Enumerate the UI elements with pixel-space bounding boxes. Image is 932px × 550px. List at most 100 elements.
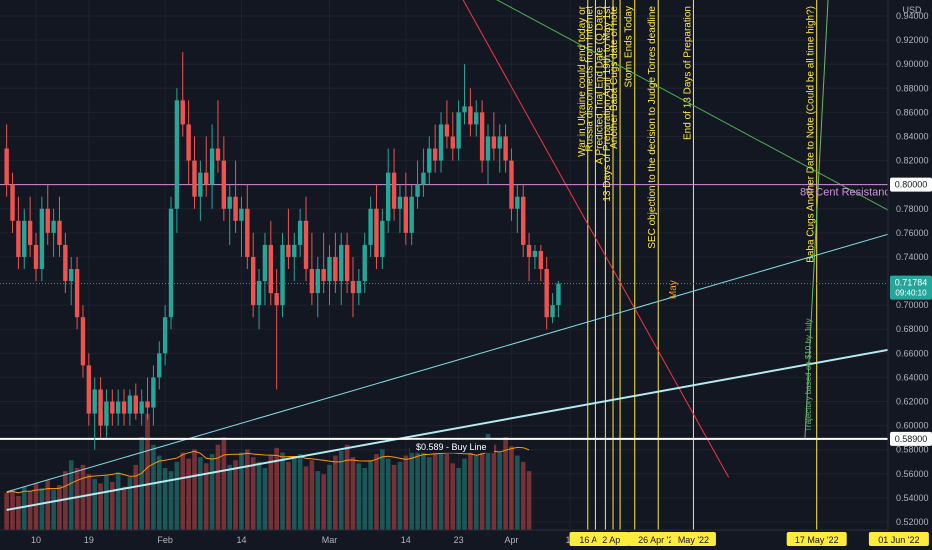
candle-body	[250, 256, 256, 306]
candle	[104, 389, 109, 438]
candle-body	[69, 269, 74, 282]
volume-bar	[321, 474, 326, 530]
volume-bar	[4, 492, 9, 530]
volume-bar	[68, 460, 74, 530]
candle	[468, 88, 473, 137]
candle	[250, 232, 256, 318]
volume-bar	[203, 463, 209, 530]
volume-bar	[397, 461, 403, 530]
candle-body	[380, 220, 385, 257]
candle-body	[303, 220, 309, 269]
volume-bar	[104, 475, 109, 530]
candle-body	[556, 283, 561, 306]
candle	[362, 232, 367, 294]
candle	[168, 196, 174, 330]
time-highlight-text: 2 Ap	[602, 535, 620, 545]
resistance-price-tag: 0.80000	[890, 177, 932, 192]
time-tick-label: Mar	[322, 535, 338, 545]
candle	[186, 100, 191, 185]
candle	[33, 232, 39, 282]
event-lines	[587, 0, 818, 530]
candle-body	[39, 208, 45, 269]
candle-body	[74, 269, 80, 318]
candle-body	[456, 112, 461, 149]
price-tick-label: 0.58000	[896, 445, 929, 455]
candle-body	[497, 136, 502, 149]
candle-body	[151, 377, 156, 408]
time-tick-label: 19	[84, 535, 94, 545]
volume-bar	[256, 461, 262, 530]
candle	[192, 136, 197, 209]
candle	[86, 353, 92, 426]
candle-body	[192, 160, 197, 197]
candle	[151, 365, 156, 426]
candle-body	[474, 112, 479, 125]
volume-bar	[16, 495, 21, 530]
volume-bar	[98, 483, 103, 530]
volume-bar	[409, 447, 414, 530]
candle	[327, 244, 332, 306]
candle	[303, 196, 309, 282]
volume-bar	[303, 466, 309, 530]
candle-body	[350, 281, 356, 294]
candle-body	[92, 389, 97, 414]
volume-bar	[80, 464, 86, 530]
price-tick-label: 0.82000	[896, 156, 929, 166]
candle-body	[45, 208, 50, 233]
volume-bar	[139, 437, 144, 530]
time-tick-label: Feb	[157, 535, 173, 545]
time-highlight-text: 26 Apr '22	[638, 535, 678, 545]
last-price-tag-bg	[890, 275, 932, 300]
volume-bar	[33, 483, 39, 530]
price-tag-text: 0.80000	[895, 180, 928, 190]
candle-body	[503, 136, 508, 161]
price-tick-label: 0.76000	[896, 228, 929, 238]
candle	[386, 148, 391, 233]
candle	[450, 112, 455, 161]
candle	[297, 208, 303, 257]
candle	[233, 160, 238, 233]
candle	[309, 232, 315, 306]
candle-body	[186, 124, 191, 161]
candle	[515, 184, 520, 233]
volume-bar	[438, 444, 444, 530]
candle-body	[180, 100, 185, 125]
candle-body	[479, 112, 485, 161]
volume-bar	[391, 464, 397, 530]
candle	[16, 196, 21, 269]
candle-body	[427, 148, 432, 173]
volume-bar	[491, 444, 497, 530]
volume-bar	[215, 444, 221, 530]
candle	[292, 232, 297, 282]
candle-body	[409, 196, 414, 233]
volume-bar	[268, 455, 274, 530]
price-axis: USD 0.52000 0.54000 0.56000 0.58000 0.60000 0.…	[887, 0, 932, 530]
candle	[374, 184, 379, 269]
time-tick-label: 23	[454, 535, 464, 545]
candle	[427, 136, 432, 185]
candle-body	[268, 244, 273, 294]
candle-body	[421, 172, 426, 185]
candle-body	[16, 220, 21, 257]
volume-bar	[86, 474, 92, 530]
candle	[45, 184, 50, 245]
candle	[532, 244, 538, 269]
candle-body	[51, 220, 56, 233]
candle	[27, 196, 33, 257]
event-label: End of 13 Days of Preparation	[682, 6, 693, 140]
candle-body	[168, 208, 174, 318]
price-tick-label: 0.52000	[896, 517, 929, 527]
candle	[39, 196, 45, 282]
plot-area: War in Ukraine could end today orRussia …	[0, 0, 888, 530]
price-tick-label: 0.60000	[896, 421, 929, 431]
annotation-label: May	[668, 280, 679, 299]
candle	[121, 389, 127, 426]
candle-body	[157, 353, 162, 378]
candle	[556, 281, 561, 318]
volume-bar	[426, 457, 432, 530]
candle-body	[145, 401, 150, 408]
price-tick-label: 0.94000	[896, 11, 929, 21]
time-highlight-bg	[868, 532, 929, 546]
